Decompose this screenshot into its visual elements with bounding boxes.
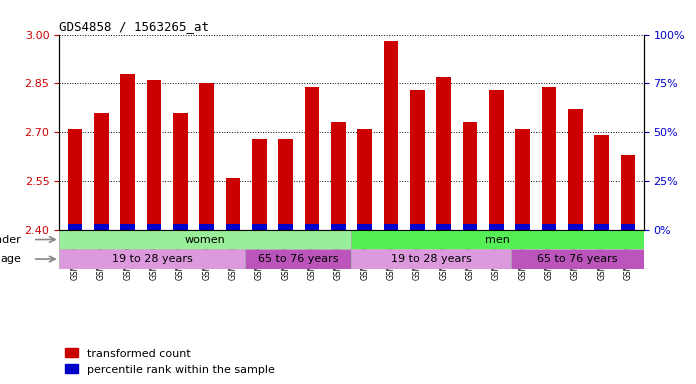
Bar (147, 224, 161, 230)
Bar (410, 90, 425, 230)
Bar (278, 139, 293, 230)
Bar (436, 224, 451, 230)
Bar (463, 122, 477, 230)
Text: 65 to 76 years: 65 to 76 years (537, 254, 617, 264)
Bar (331, 224, 345, 230)
Bar (358, 224, 372, 230)
Bar (516, 129, 530, 230)
Bar (226, 178, 240, 230)
Text: GDS4858 / 1563265_at: GDS4858 / 1563265_at (59, 20, 209, 33)
Bar (94, 113, 109, 230)
Bar (383, 224, 398, 230)
Bar (489, 224, 504, 230)
Bar (68, 224, 82, 230)
Legend: transformed count, percentile rank within the sample: transformed count, percentile rank withi… (65, 348, 275, 375)
Bar (463, 224, 477, 230)
Bar (120, 74, 135, 230)
Bar (173, 224, 187, 230)
Bar (245, 249, 351, 269)
Text: 19 to 28 years: 19 to 28 years (391, 254, 472, 264)
Bar (383, 41, 398, 230)
Bar (147, 80, 161, 230)
Bar (516, 224, 530, 230)
Text: 65 to 76 years: 65 to 76 years (258, 254, 338, 264)
Bar (59, 249, 245, 269)
Bar (489, 90, 504, 230)
Bar (621, 155, 635, 230)
Bar (252, 224, 267, 230)
Bar (199, 83, 214, 230)
Bar (511, 249, 644, 269)
Text: women: women (185, 235, 226, 245)
Bar (120, 224, 135, 230)
Text: gender: gender (0, 235, 21, 245)
Bar (94, 224, 109, 230)
Bar (594, 224, 609, 230)
Bar (305, 87, 319, 230)
Bar (541, 224, 556, 230)
Bar (351, 249, 511, 269)
Bar (331, 122, 345, 230)
Bar (278, 224, 293, 230)
Text: men: men (485, 235, 510, 245)
Bar (568, 224, 583, 230)
Bar (226, 224, 240, 230)
Bar (621, 224, 635, 230)
Bar (59, 230, 351, 249)
Bar (594, 136, 609, 230)
Bar (173, 113, 187, 230)
Bar (436, 77, 451, 230)
Bar (305, 224, 319, 230)
Bar (252, 139, 267, 230)
Text: 19 to 28 years: 19 to 28 years (112, 254, 193, 264)
Bar (541, 87, 556, 230)
Bar (351, 230, 644, 249)
Bar (68, 129, 82, 230)
Bar (410, 224, 425, 230)
Bar (358, 129, 372, 230)
Text: age: age (0, 254, 21, 264)
Bar (199, 224, 214, 230)
Bar (568, 109, 583, 230)
